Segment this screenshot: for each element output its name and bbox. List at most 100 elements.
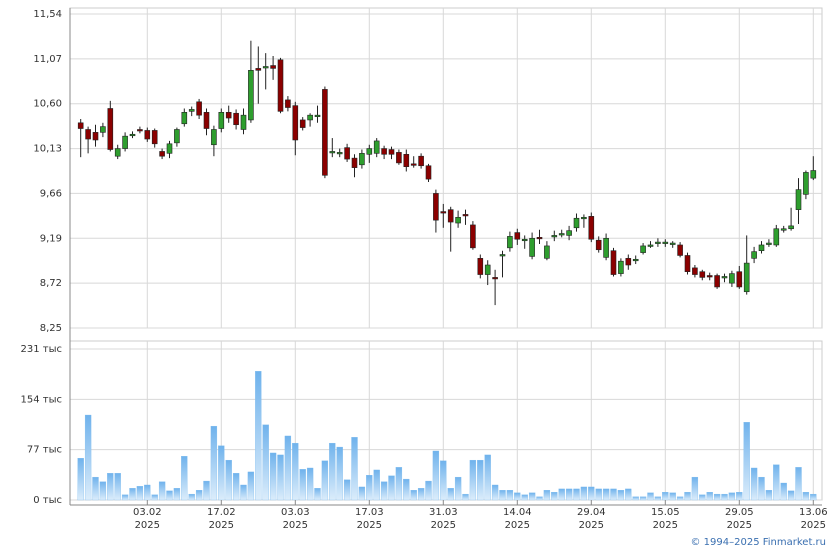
volume-bar xyxy=(403,478,410,501)
candle-body xyxy=(692,267,698,275)
volume-bar xyxy=(292,442,299,501)
volume-bar xyxy=(107,473,114,501)
volume-bar xyxy=(773,464,780,501)
volume-bar xyxy=(662,492,669,501)
volume-bar xyxy=(247,471,255,501)
x-tick-label: 03.03 xyxy=(281,507,310,518)
y-tick-label: 10,60 xyxy=(33,99,62,110)
candle-body xyxy=(240,114,247,130)
x-tick-label: 17.02 xyxy=(207,507,236,518)
candle-body xyxy=(714,275,720,288)
volume-bar xyxy=(454,476,462,501)
volume-bar xyxy=(787,490,795,501)
candle-body xyxy=(388,149,395,155)
candle-body xyxy=(381,148,387,155)
candle-body xyxy=(144,130,151,140)
volume-bar xyxy=(765,490,773,501)
candle-body xyxy=(314,114,321,117)
x-tick-year: 2025 xyxy=(579,520,604,531)
candle-body xyxy=(573,217,580,229)
candle-body xyxy=(669,242,676,245)
volume-bar xyxy=(92,476,99,501)
y-tick-label: 9,19 xyxy=(40,233,62,244)
candle-body xyxy=(470,224,476,249)
volume-bar xyxy=(477,459,484,501)
volume-bar xyxy=(136,486,144,501)
volume-bar xyxy=(232,473,240,501)
candle-body xyxy=(203,112,210,129)
volume-bar xyxy=(491,484,499,501)
candle-body xyxy=(225,112,232,119)
volume-bar xyxy=(706,492,713,501)
volume-bar xyxy=(203,480,210,501)
candle-body xyxy=(521,238,528,242)
candle-body xyxy=(780,228,787,231)
x-tick-year: 2025 xyxy=(653,520,678,531)
candle-body xyxy=(610,250,617,275)
candle-body xyxy=(159,151,165,157)
volume-bar xyxy=(321,460,329,501)
volume-bar xyxy=(181,456,188,501)
candle-body xyxy=(484,264,491,275)
volume-bar xyxy=(114,473,121,501)
x-tick-label: 29.05 xyxy=(725,507,754,518)
candle-body xyxy=(285,99,291,108)
candle-body xyxy=(803,172,809,195)
candle-body xyxy=(151,130,158,145)
volume-bar xyxy=(528,492,536,501)
copyright: © 1994–2025 Finmarket.ru xyxy=(690,537,826,548)
volume-bar xyxy=(780,482,787,501)
candle-body xyxy=(536,237,543,240)
candle-body xyxy=(758,244,765,251)
volume-bar xyxy=(129,488,136,501)
candle-body xyxy=(684,255,691,272)
candle-body xyxy=(396,152,402,164)
volume-bar xyxy=(595,488,602,501)
volume-bar xyxy=(750,467,758,501)
candle-body xyxy=(743,262,750,293)
volume-bar xyxy=(336,446,343,501)
candle-body xyxy=(595,239,602,251)
x-tick-year: 2025 xyxy=(283,520,308,531)
candle-body xyxy=(410,163,417,166)
volume-bar xyxy=(721,493,728,501)
candle-body xyxy=(100,126,106,133)
candle-body xyxy=(336,152,343,155)
y-tick-label: 11,07 xyxy=(33,54,62,65)
x-tick-label: 14.04 xyxy=(503,507,532,518)
candle-body xyxy=(255,68,262,71)
candle-body xyxy=(462,214,469,217)
volume-bar xyxy=(543,490,551,501)
candle-body xyxy=(736,271,743,288)
candle-body xyxy=(196,101,202,116)
candle-body xyxy=(499,254,506,257)
volume-bar xyxy=(262,424,269,501)
volume-bar xyxy=(447,488,454,501)
candle-body xyxy=(647,244,654,247)
x-tick-label: 17.03 xyxy=(355,507,384,518)
candle-body xyxy=(418,155,424,167)
candle-body xyxy=(425,165,432,180)
candle-body xyxy=(588,216,595,240)
volume-bar xyxy=(188,493,195,501)
volume-bar xyxy=(514,492,521,501)
y-tick-label: 154 тыс xyxy=(21,394,62,405)
volume-bar xyxy=(77,458,84,501)
volume-bar xyxy=(506,490,514,501)
volume-bar xyxy=(380,481,388,501)
candle-body xyxy=(729,273,735,284)
candle-body xyxy=(122,135,128,149)
volume-bar xyxy=(284,435,292,501)
volume-bar xyxy=(521,494,528,501)
candle-body xyxy=(262,66,269,69)
candle-body xyxy=(751,251,757,259)
candle-body xyxy=(699,271,706,278)
volume-bar xyxy=(565,488,573,501)
y-tick-label: 77 тыс xyxy=(27,445,62,456)
candle-body xyxy=(677,244,683,256)
volume-bar xyxy=(580,486,588,501)
volume-bar xyxy=(573,488,580,501)
candle-body xyxy=(581,216,587,220)
candle-body xyxy=(433,193,439,221)
candle-body xyxy=(218,112,225,129)
